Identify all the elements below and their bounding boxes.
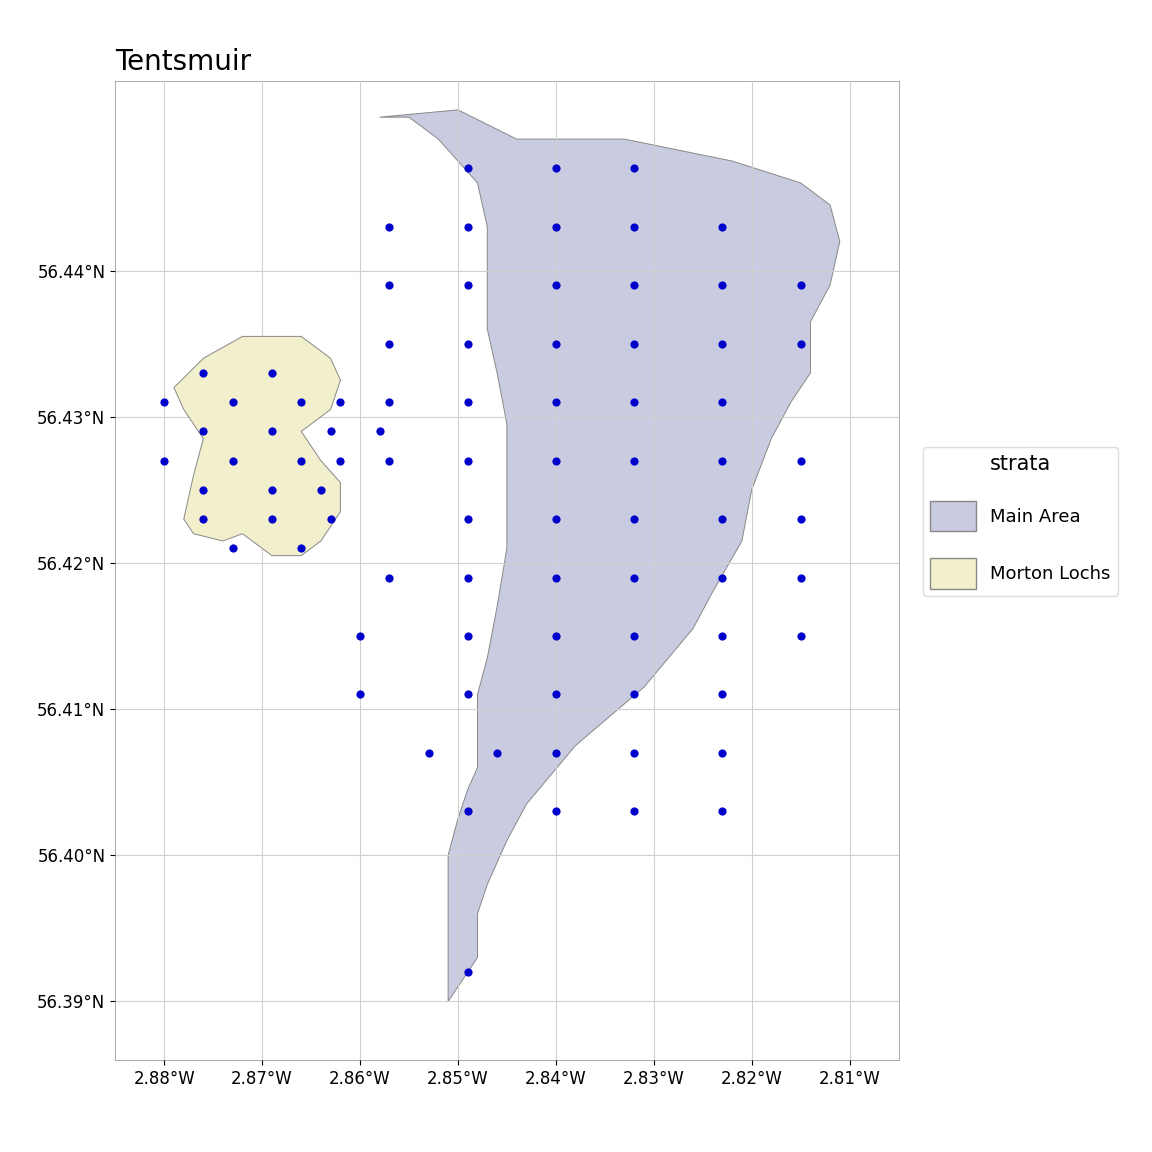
Point <box>626 510 644 529</box>
Point <box>626 452 644 470</box>
Point <box>547 218 566 236</box>
Point <box>458 452 477 470</box>
Point <box>626 802 644 820</box>
Point <box>791 334 810 353</box>
Point <box>223 393 242 411</box>
Point <box>713 218 732 236</box>
Point <box>331 452 349 470</box>
Point <box>713 568 732 586</box>
Point <box>713 334 732 353</box>
Point <box>547 334 566 353</box>
Point <box>223 452 242 470</box>
Point <box>713 510 732 529</box>
Point <box>626 159 644 177</box>
Point <box>547 276 566 295</box>
Point <box>350 685 369 704</box>
Point <box>791 276 810 295</box>
Point <box>713 276 732 295</box>
Point <box>626 744 644 763</box>
Point <box>380 276 399 295</box>
Point <box>331 393 349 411</box>
Point <box>458 963 477 982</box>
Point <box>263 422 281 440</box>
Point <box>380 334 399 353</box>
Polygon shape <box>379 109 840 1001</box>
Point <box>713 627 732 645</box>
Point <box>547 510 566 529</box>
Point <box>321 510 340 529</box>
Point <box>713 685 732 704</box>
Point <box>458 627 477 645</box>
Polygon shape <box>174 336 340 555</box>
Point <box>458 159 477 177</box>
Point <box>458 334 477 353</box>
Point <box>547 744 566 763</box>
Point <box>380 452 399 470</box>
Point <box>458 685 477 704</box>
Point <box>547 452 566 470</box>
Point <box>547 568 566 586</box>
Point <box>291 393 310 411</box>
Point <box>263 364 281 382</box>
Point <box>350 627 369 645</box>
Point <box>291 539 310 558</box>
Point <box>195 364 213 382</box>
Point <box>312 480 331 499</box>
Point <box>223 539 242 558</box>
Point <box>547 685 566 704</box>
Point <box>626 568 644 586</box>
Point <box>263 510 281 529</box>
Point <box>547 627 566 645</box>
Point <box>195 422 213 440</box>
Point <box>154 393 173 411</box>
Point <box>626 218 644 236</box>
Point <box>626 393 644 411</box>
Point <box>458 393 477 411</box>
Point <box>487 744 506 763</box>
Point <box>380 393 399 411</box>
Point <box>380 218 399 236</box>
Point <box>154 452 173 470</box>
Point <box>458 218 477 236</box>
Point <box>195 480 213 499</box>
Point <box>713 802 732 820</box>
Point <box>713 744 732 763</box>
Point <box>380 568 399 586</box>
Point <box>195 510 213 529</box>
Point <box>321 422 340 440</box>
Point <box>626 276 644 295</box>
Text: Tentsmuir: Tentsmuir <box>115 47 251 76</box>
Point <box>370 422 388 440</box>
Point <box>713 452 732 470</box>
Point <box>263 480 281 499</box>
Point <box>547 802 566 820</box>
Point <box>791 452 810 470</box>
Point <box>626 685 644 704</box>
Point <box>419 744 438 763</box>
Legend: Main Area, Morton Lochs: Main Area, Morton Lochs <box>923 447 1117 596</box>
Point <box>458 568 477 586</box>
Point <box>791 627 810 645</box>
Point <box>547 159 566 177</box>
Point <box>791 568 810 586</box>
Point <box>458 510 477 529</box>
Point <box>626 627 644 645</box>
Point <box>626 334 644 353</box>
Point <box>547 393 566 411</box>
Point <box>458 802 477 820</box>
Point <box>458 276 477 295</box>
Point <box>791 510 810 529</box>
Point <box>713 393 732 411</box>
Point <box>291 452 310 470</box>
